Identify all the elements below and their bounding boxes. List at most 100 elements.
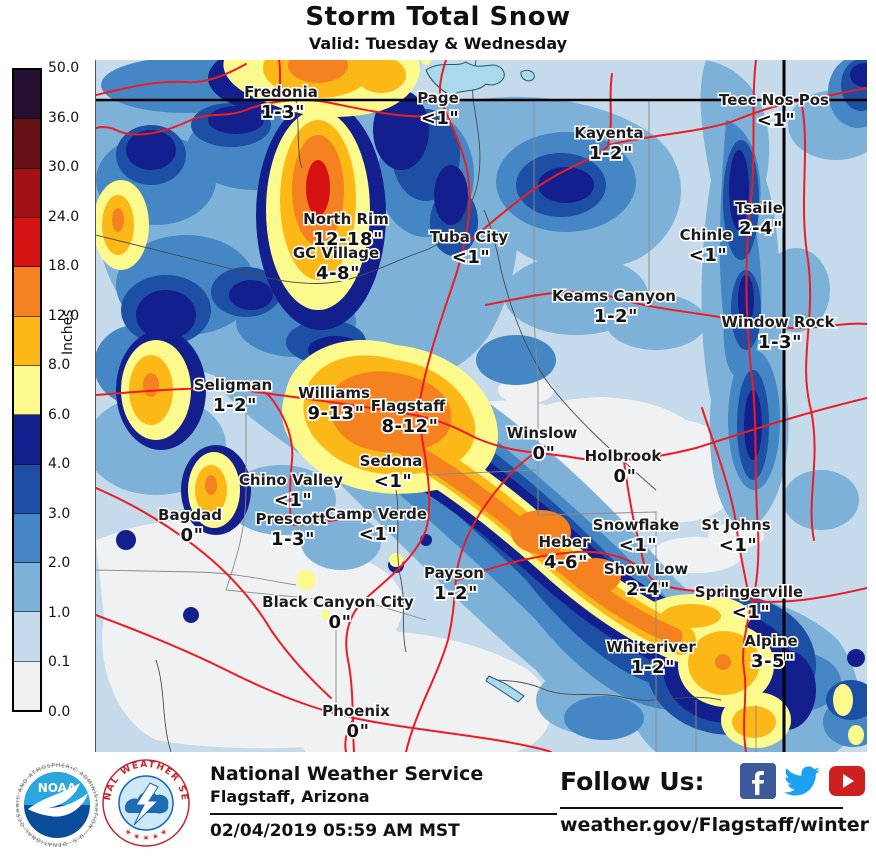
river-lines xyxy=(95,59,722,753)
colorbar-segment xyxy=(14,316,40,366)
colorbar-tick-label: 12.0 xyxy=(48,307,80,324)
svg-text:Springerville: Springerville xyxy=(695,583,803,601)
lake-powell xyxy=(425,61,505,97)
svg-text:Winslow: Winslow xyxy=(507,424,578,442)
highway-lines xyxy=(95,59,868,753)
lakes xyxy=(425,61,535,703)
facebook-icon[interactable] xyxy=(740,763,776,799)
colorbar-tick-label: 30.0 xyxy=(48,159,80,176)
svg-text:4-8": 4-8" xyxy=(316,263,360,284)
svg-text:1-2": 1-2" xyxy=(594,306,638,327)
svg-text:8-12": 8-12" xyxy=(382,416,439,437)
colorbar-tick-label: 0.1 xyxy=(48,654,71,671)
svg-text:<1": <1" xyxy=(452,247,490,268)
svg-text:<1": <1" xyxy=(757,110,795,131)
svg-text:Flagstaff: Flagstaff xyxy=(371,397,446,415)
colorbar-segment xyxy=(14,464,40,514)
colorbar-tick-label: 0.0 xyxy=(48,704,71,720)
agency-name: National Weather Service xyxy=(210,763,484,785)
city-label-tuba-city: Tuba City<1" xyxy=(428,227,510,270)
city-label-teec-nos-pos: Teec Nos Pos<1" xyxy=(718,90,831,133)
svg-text:<1": <1" xyxy=(374,471,412,492)
state-border-lines xyxy=(96,60,867,752)
svg-text:2-4": 2-4" xyxy=(739,218,783,239)
colorbar-tick-label: 18.0 xyxy=(48,258,80,275)
youtube-icon[interactable] xyxy=(828,763,866,799)
svg-text:0": 0" xyxy=(347,721,370,742)
twitter-icon[interactable] xyxy=(783,763,821,799)
svg-text:Chino Valley: Chino Valley xyxy=(239,471,343,489)
eighteen-to-twentyfour-regions xyxy=(306,160,330,216)
svg-text:Seligman: Seligman xyxy=(194,376,272,394)
footer: NATIONAL OCEANIC AND ATMOSPHERIC ADMINIS… xyxy=(0,755,876,862)
svg-text:9-13": 9-13" xyxy=(308,403,365,424)
svg-text:Payson: Payson xyxy=(424,564,484,582)
noaa-logo: NATIONAL OCEANIC AND ATMOSPHERIC ADMINIS… xyxy=(16,761,98,847)
svg-text:<1": <1" xyxy=(689,245,727,266)
issue-timestamp: 02/04/2019 05:59 AM MST xyxy=(210,821,460,841)
colorbar-segment xyxy=(14,661,40,711)
svg-text:Bagdad: Bagdad xyxy=(158,506,222,524)
svg-text:GC Village: GC Village xyxy=(293,244,379,262)
svg-text:Window Rock: Window Rock xyxy=(721,313,835,331)
county-boundary-lines xyxy=(95,100,757,752)
colorbar-tick-label: 50.0 xyxy=(48,60,80,76)
colorbar-segment xyxy=(14,70,40,120)
svg-text:North Rim: North Rim xyxy=(303,210,389,228)
nws-logo: NATIONAL WEATHER SERVICE ✶ ✶ ✶ ✶ ✶ xyxy=(100,757,190,847)
svg-text:Holbrook: Holbrook xyxy=(585,447,663,465)
city-label-snowflake: Snowflake<1" xyxy=(591,515,681,558)
header: Storm Total Snow Valid: Tuesday & Wednes… xyxy=(0,2,876,53)
snowfall-map: Fredonia 1-3" Page <1" Teec Nos Pos <1" Kayent… xyxy=(86,38,876,753)
footer-url[interactable]: weather.gov/Flagstaff/winter xyxy=(560,814,870,836)
svg-text:Keams Canyon: Keams Canyon xyxy=(552,287,676,305)
colorbar-tick-label: 1.0 xyxy=(48,604,71,621)
footer-divider-left xyxy=(210,813,557,815)
city-label-page: Page<1" xyxy=(416,88,461,131)
footer-office-block: National Weather Service Flagstaff, Ariz… xyxy=(210,763,560,841)
svg-text:Page: Page xyxy=(417,89,459,107)
colorbar-segment xyxy=(14,415,40,465)
svg-text:<1": <1" xyxy=(732,602,770,623)
svg-text:Phoenix: Phoenix xyxy=(322,702,390,720)
footer-social-block: Follow Us: weather.gov/Flagstaf xyxy=(560,763,870,836)
svg-text:Williams: Williams xyxy=(298,384,370,402)
svg-text:✶ ✶ ✶ ✶ ✶: ✶ ✶ ✶ ✶ ✶ xyxy=(122,827,171,844)
colorbar-tick-label: 6.0 xyxy=(48,406,71,423)
colorbar-segment xyxy=(14,168,40,218)
roosevelt-lake xyxy=(485,675,525,703)
svg-text:Sedona: Sedona xyxy=(360,452,423,470)
svg-text:0": 0" xyxy=(533,443,556,464)
us-191-road xyxy=(745,59,760,606)
svg-text:Tuba City: Tuba City xyxy=(430,228,509,246)
us-89-road xyxy=(417,59,471,413)
svg-text:Show Low: Show Low xyxy=(604,560,689,578)
svg-text:St Johns: St Johns xyxy=(701,516,770,534)
colorbar-ticks: 50.0 36.0 30.0 24.0 18.0 12.0 8.0 6.0 4.0 3.0 2.0 1… xyxy=(48,60,88,720)
us-160-road xyxy=(463,87,868,246)
colorbar-segment xyxy=(14,513,40,564)
colorbar-axis-label: Inches xyxy=(60,309,76,355)
city-label-sedona: Sedona<1" xyxy=(358,451,424,494)
svg-text:4-6": 4-6" xyxy=(544,552,588,573)
page-title: Storm Total Snow xyxy=(305,2,571,32)
svg-text:<1": <1" xyxy=(619,535,657,556)
svg-text:Black Canyon City: Black Canyon City xyxy=(262,593,414,611)
svg-text:3-5": 3-5" xyxy=(751,651,795,672)
